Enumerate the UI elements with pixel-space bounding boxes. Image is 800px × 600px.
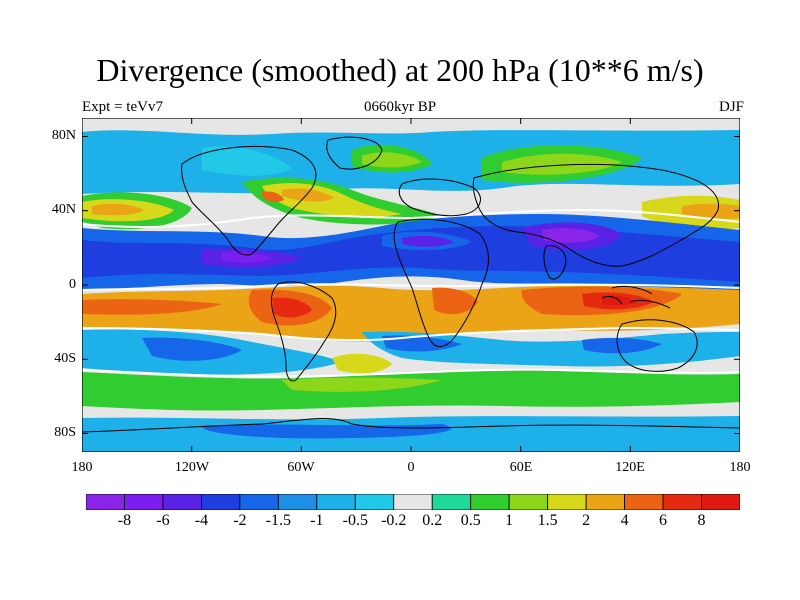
contour-region: [502, 153, 622, 175]
contour-region: [542, 228, 600, 243]
axis-ticks: [82, 118, 740, 452]
contour-region: [82, 369, 740, 411]
colorbar-label: -0.2: [381, 512, 407, 529]
contour-region: [682, 203, 740, 219]
colorbar-label: 2: [582, 512, 591, 529]
colorbar-swatch: [701, 494, 740, 510]
antarctica-outline: [82, 418, 740, 433]
colorbar-swatch: [316, 494, 356, 510]
contour-region: [282, 188, 334, 202]
contour-region: [402, 235, 454, 247]
europe-outline: [398, 178, 481, 217]
divergence-map: [82, 118, 740, 452]
colorbar-swatch: [508, 494, 549, 510]
zero-contours: [82, 208, 740, 378]
divergence-field: [82, 118, 740, 452]
colorbar-label: 4: [620, 512, 629, 529]
contour-region: [362, 152, 422, 168]
colorbar-swatch: [124, 494, 164, 510]
colorbar-swatch: [162, 494, 202, 510]
experiment-label: Expt = teVv7: [82, 99, 163, 115]
contour-region: [332, 353, 392, 374]
contour-region: [382, 335, 462, 352]
contour-region: [92, 203, 144, 216]
contour-region: [272, 297, 312, 318]
season-label: DJF: [718, 99, 744, 115]
contour-region: [202, 146, 292, 176]
lon-label-60e: 60E: [509, 460, 533, 475]
north-america-outline: [181, 145, 317, 256]
map-title: Divergence (smoothed) at 200 hPa (10**6 …: [96, 52, 704, 88]
south-america-outline: [270, 281, 337, 382]
contour-region: [82, 299, 222, 315]
colorbar-swatch: [431, 494, 472, 510]
colorbar-label: 6: [659, 512, 668, 529]
contour-region: [222, 251, 272, 263]
india-outline: [543, 245, 567, 280]
time-label: 0660kyr BP: [363, 99, 437, 115]
colorbar-swatch: [86, 494, 125, 510]
greenland-outline: [326, 136, 383, 170]
colorbar-label: -0.5: [342, 512, 368, 529]
africa-outline: [393, 218, 489, 347]
colorbar-label: -2: [233, 512, 247, 529]
colorbar-swatch: [239, 494, 279, 510]
contour-region: [282, 377, 442, 392]
lon-label-120w: 120W: [174, 460, 210, 475]
colorbar: [86, 494, 740, 510]
lon-label-0: 0: [407, 460, 415, 475]
colorbar-label: 1.5: [537, 512, 558, 529]
colorbar-swatch: [277, 494, 318, 510]
lat-label-80n: 80N: [51, 128, 76, 143]
colorbar-swatch: [354, 494, 395, 510]
contour-region: [602, 295, 638, 306]
colorbar-swatch: [201, 494, 241, 510]
contour-region: [142, 337, 242, 361]
contour-region: [432, 287, 478, 315]
colorbar-swatch: [547, 494, 587, 510]
colorbar-swatch: [585, 494, 625, 510]
colorbar-label: -4: [194, 512, 209, 529]
coastlines: [82, 136, 740, 433]
lon-label-180e: 180: [729, 460, 751, 475]
colorbar-label: 1: [505, 512, 514, 529]
lon-label-180w: 180: [71, 460, 93, 475]
lon-label-120e: 120E: [615, 460, 645, 475]
colorbar-label: 0.5: [460, 512, 481, 529]
colorbar-label: 0.2: [422, 512, 443, 529]
asia-outline: [472, 163, 719, 267]
colorbar-label: -8: [117, 512, 132, 529]
colorbar-label: -6: [156, 512, 170, 529]
lon-label-60w: 60W: [287, 460, 315, 475]
contour-region: [582, 337, 662, 354]
lat-label-40n: 40N: [51, 202, 76, 217]
colorbar-label: -1: [310, 512, 324, 529]
colorbar-label: -1.5: [265, 512, 291, 529]
colorbar-swatch: [393, 494, 433, 510]
maritime-continent-outline: [601, 285, 671, 309]
colorbar-swatch: [624, 494, 664, 510]
colorbar-swatch: [662, 494, 702, 510]
lat-label-40s: 40S: [54, 351, 76, 366]
lat-label-0: 0: [69, 277, 76, 292]
colorbar-swatch: [470, 494, 510, 510]
colorbar-label: 8: [697, 512, 706, 529]
contour-region: [262, 191, 284, 203]
lat-label-80s: 80S: [54, 425, 76, 440]
australia-outline: [616, 319, 698, 372]
